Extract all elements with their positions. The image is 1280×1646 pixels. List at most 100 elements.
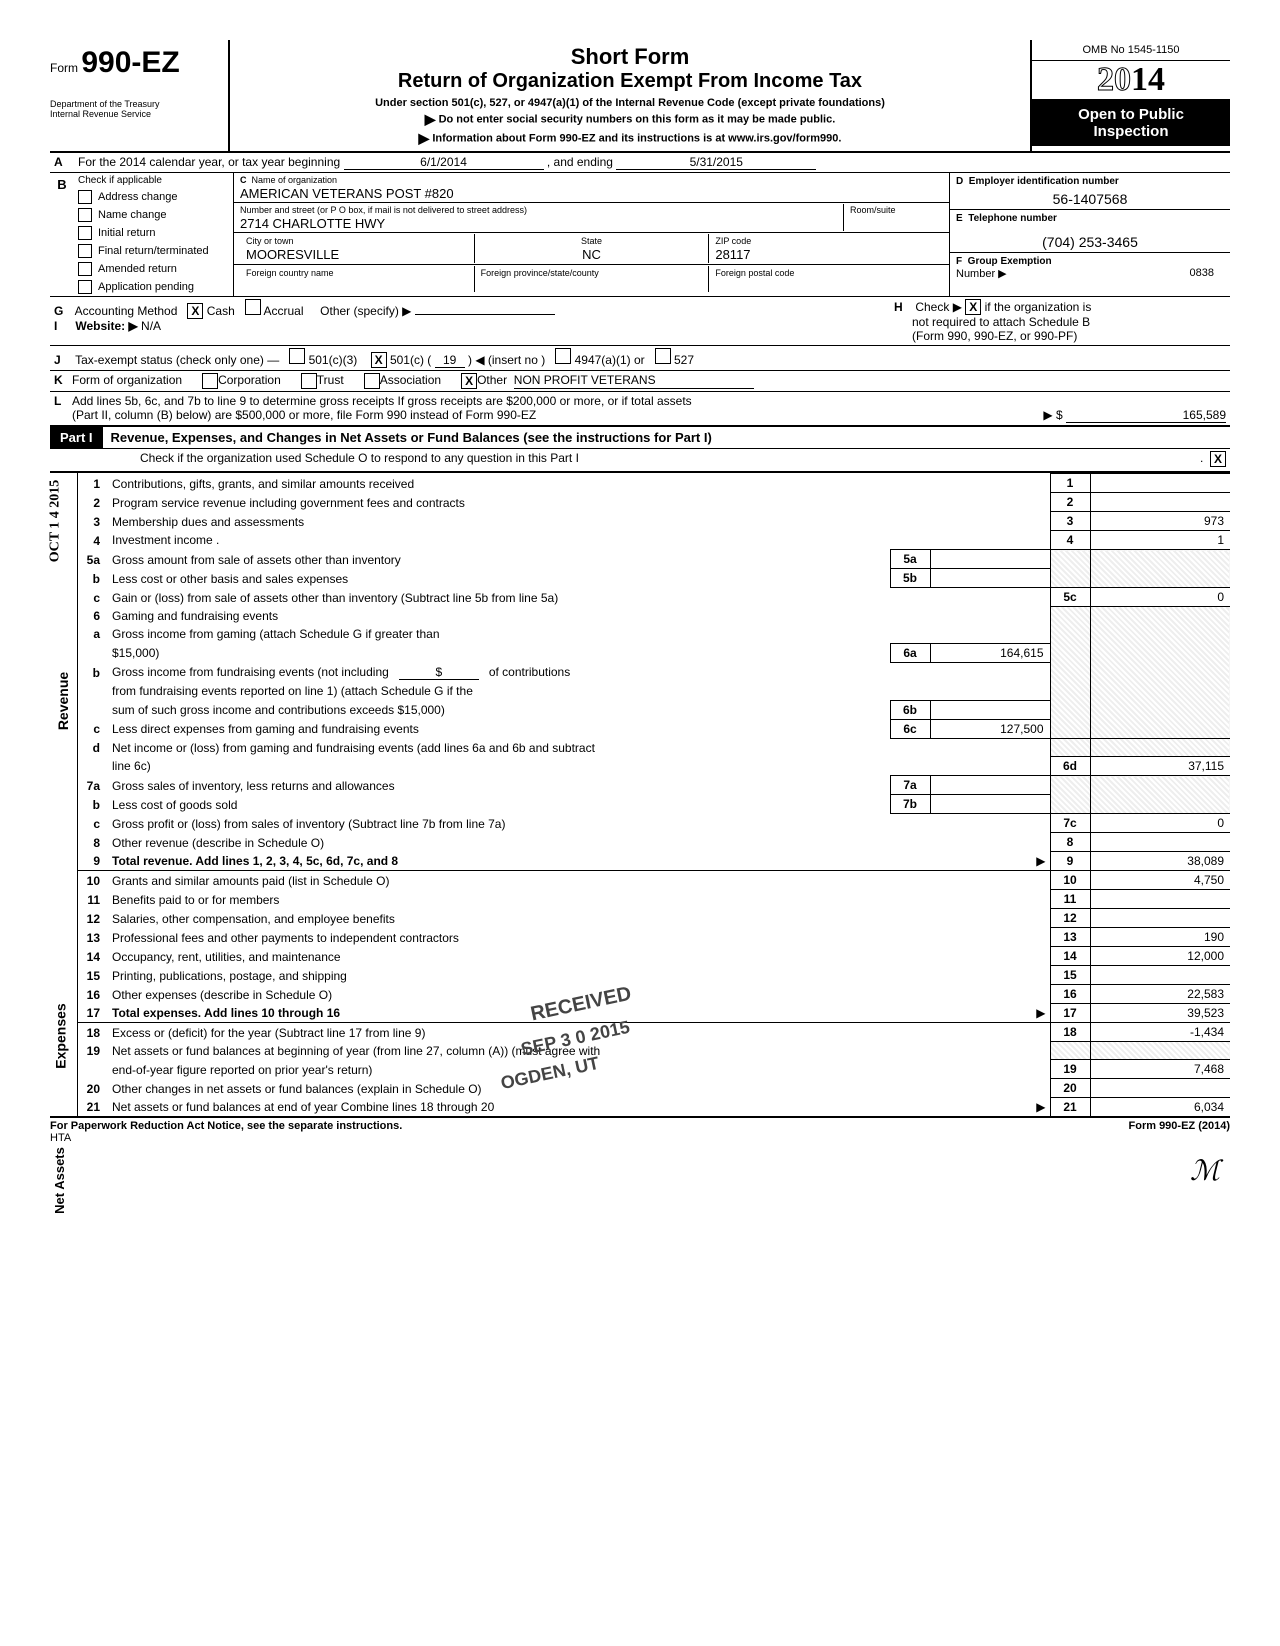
ln-num: 4 bbox=[78, 531, 108, 550]
ln-desc: Gross profit or (loss) from sales of inv… bbox=[108, 814, 1050, 833]
other-checkbox[interactable]: X bbox=[461, 373, 477, 389]
ln-num: 18 bbox=[78, 1023, 108, 1042]
title2: Return of Organization Exempt From Incom… bbox=[242, 70, 1018, 93]
ln-num: 7a bbox=[78, 776, 108, 795]
end-date: 5/31/2015 bbox=[616, 155, 816, 170]
opt2-mid: ) ◀ (insert no ) bbox=[468, 353, 545, 367]
row-j: J Tax-exempt status (check only one) — 5… bbox=[50, 346, 1230, 371]
l21-desc: Net assets or fund balances at end of ye… bbox=[112, 1100, 494, 1114]
cash-checkbox[interactable]: X bbox=[187, 303, 203, 319]
h-checkbox[interactable]: X bbox=[965, 299, 981, 315]
foreign-country-lbl: Foreign country name bbox=[246, 268, 334, 278]
name-address-col: C Name of organization AMERICAN VETERANS… bbox=[234, 173, 950, 296]
checkbox-icon[interactable] bbox=[78, 226, 92, 240]
checkbox-icon[interactable] bbox=[78, 262, 92, 276]
ln-val: 1 bbox=[1090, 531, 1230, 550]
line-9: 9 Total revenue. Add lines 1, 2, 3, 4, 5… bbox=[78, 852, 1230, 871]
ln-num: c bbox=[78, 719, 108, 738]
chk-label: Application pending bbox=[98, 281, 194, 293]
checkbox-icon[interactable] bbox=[78, 244, 92, 258]
form-header-center: Short Form Return of Organization Exempt… bbox=[230, 40, 1030, 151]
footer: For Paperwork Reduction Act Notice, see … bbox=[50, 1118, 1230, 1144]
checkbox-icon[interactable] bbox=[78, 208, 92, 222]
l6b-dollar: $ bbox=[399, 665, 479, 680]
mini-col: 6b bbox=[890, 700, 930, 719]
row-k: K Form of organization Corporation Trust… bbox=[50, 371, 1230, 392]
tax-year: 2014 bbox=[1032, 61, 1230, 99]
checkbox-icon[interactable] bbox=[78, 280, 92, 294]
dept2: Internal Revenue Service bbox=[50, 110, 220, 120]
ln-val: 22,583 bbox=[1090, 985, 1230, 1004]
h-text2: if the organization is bbox=[985, 300, 1092, 314]
vertical-labels-col: Revenue Expenses Net Assets OCT 1 4 2015 bbox=[50, 473, 78, 1116]
opt2-num: 19 bbox=[435, 353, 465, 368]
foreign-cell: Foreign country name Foreign province/st… bbox=[234, 265, 949, 293]
letter-d: D bbox=[956, 176, 963, 187]
line-11: 11 Benefits paid to or for members 11 bbox=[78, 890, 1230, 909]
501c3-checkbox[interactable] bbox=[289, 348, 305, 364]
form-label: Form bbox=[50, 61, 78, 75]
other-label: Other (specify) ▶ bbox=[320, 304, 411, 318]
shade-cell bbox=[1090, 1042, 1230, 1060]
mini-col: 5b bbox=[890, 569, 930, 588]
ln-desc: Gross amount from sale of assets other t… bbox=[108, 550, 890, 569]
tax-exempt-label: Tax-exempt status (check only one) — bbox=[75, 353, 279, 367]
ln-desc: Other changes in net assets or fund bala… bbox=[108, 1079, 1050, 1098]
chk-name-change: Name change bbox=[74, 206, 233, 224]
addr-val: 2714 CHARLOTTE HWY bbox=[240, 216, 385, 231]
ln-val bbox=[1090, 833, 1230, 852]
accrual-checkbox[interactable] bbox=[245, 299, 261, 315]
open2: Inspection bbox=[1036, 123, 1226, 140]
arrow-icon: ▶ bbox=[419, 130, 430, 147]
ln-num: c bbox=[78, 588, 108, 607]
line-19-2: end-of-year figure reported on prior yea… bbox=[78, 1060, 1230, 1079]
ln-num: 10 bbox=[78, 871, 108, 890]
ln-desc: Gross income from gaming (attach Schedul… bbox=[108, 625, 1050, 644]
form-header-left: Form 990-EZ Department of the Treasury I… bbox=[50, 40, 230, 151]
trust-checkbox[interactable] bbox=[301, 373, 317, 389]
open-to-public: Open to Public Inspection bbox=[1032, 99, 1230, 146]
ln-num: b bbox=[78, 795, 108, 814]
tel-cell: E Telephone number (704) 253-3465 bbox=[950, 210, 1230, 253]
sched-o-checkbox[interactable]: X bbox=[1210, 451, 1226, 467]
mini-val bbox=[930, 550, 1050, 569]
ln-val bbox=[1090, 909, 1230, 928]
shade-cell bbox=[1050, 1042, 1090, 1060]
ln-desc: Contributions, gifts, grants, and simila… bbox=[108, 474, 1050, 493]
line-20: 20 Other changes in net assets or fund b… bbox=[78, 1079, 1230, 1098]
ln-val bbox=[1090, 1079, 1230, 1098]
ln-num: 21 bbox=[78, 1098, 108, 1117]
shade-cell bbox=[1090, 607, 1230, 739]
ln-num: 14 bbox=[78, 947, 108, 966]
line-10: 10 Grants and similar amounts paid (list… bbox=[78, 871, 1230, 890]
zip-lbl: ZIP code bbox=[715, 236, 751, 246]
k-opt3: Association bbox=[380, 373, 441, 389]
row-a: A For the 2014 calendar year, or tax yea… bbox=[50, 153, 1230, 173]
letter-h: H bbox=[894, 300, 912, 314]
l17-desc: Total expenses. Add lines 10 through 16 bbox=[112, 1006, 340, 1020]
527-checkbox[interactable] bbox=[655, 348, 671, 364]
line-12: 12 Salaries, other compensation, and emp… bbox=[78, 909, 1230, 928]
form-header-right: OMB No 1545-1150 2014 Open to Public Ins… bbox=[1030, 40, 1230, 151]
revenue-label: Revenue bbox=[55, 672, 71, 730]
4947-checkbox[interactable] bbox=[555, 348, 571, 364]
chk-label: Amended return bbox=[98, 263, 177, 275]
501c-checkbox[interactable]: X bbox=[371, 352, 387, 368]
checkbox-icon[interactable] bbox=[78, 190, 92, 204]
corp-checkbox[interactable] bbox=[202, 373, 218, 389]
assoc-checkbox[interactable] bbox=[364, 373, 380, 389]
year-suffix: 14 bbox=[1131, 61, 1165, 98]
sched-o-text: Check if the organization used Schedule … bbox=[140, 451, 579, 467]
addr-lbl: Number and street (or P O box, if mail i… bbox=[240, 205, 527, 215]
ln-desc: Printing, publications, postage, and shi… bbox=[108, 966, 1050, 985]
ln-desc: Net assets or fund balances at beginning… bbox=[108, 1042, 1050, 1060]
ln-desc: Program service revenue including govern… bbox=[108, 493, 1050, 512]
website-val: N/A bbox=[141, 319, 161, 333]
chk-label: Final return/terminated bbox=[98, 245, 209, 257]
ln-val: 38,089 bbox=[1090, 852, 1230, 871]
ln-desc: Total expenses. Add lines 10 through 16▶ bbox=[108, 1004, 1050, 1023]
ln-col: 18 bbox=[1050, 1023, 1090, 1042]
ln-col: 4 bbox=[1050, 531, 1090, 550]
right-d-e-f-col: D Employer identification number 56-1407… bbox=[950, 173, 1230, 296]
group-val: 0838 bbox=[1007, 267, 1224, 280]
